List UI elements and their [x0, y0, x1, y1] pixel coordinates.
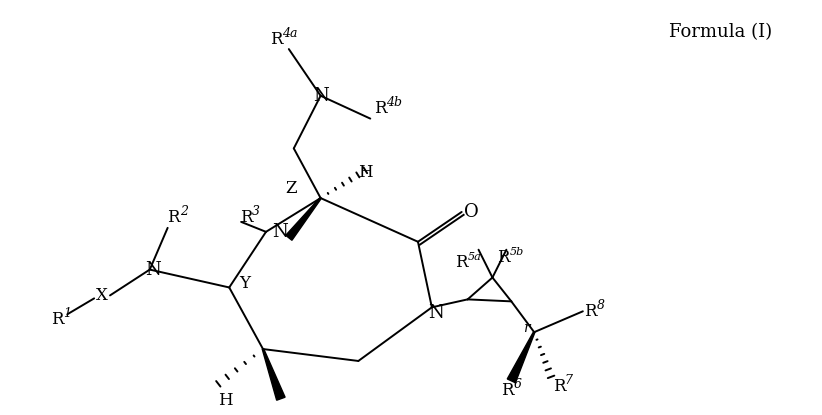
Text: 1: 1 [63, 307, 72, 320]
Text: 8: 8 [597, 299, 605, 312]
Text: Formula (I): Formula (I) [669, 23, 773, 41]
Text: R: R [168, 210, 180, 227]
Text: 5b: 5b [510, 247, 524, 257]
Text: R: R [51, 311, 63, 328]
Text: 7: 7 [565, 374, 573, 387]
Text: N: N [312, 87, 329, 105]
Text: X: X [96, 287, 108, 304]
Polygon shape [286, 198, 321, 240]
Text: R: R [552, 378, 566, 395]
Text: 5a: 5a [468, 251, 482, 262]
Text: N: N [428, 304, 444, 322]
Text: H: H [218, 392, 233, 409]
Text: R: R [455, 254, 468, 271]
Text: 4b: 4b [386, 96, 402, 109]
Text: Y: Y [240, 275, 251, 292]
Text: R: R [270, 31, 282, 48]
Text: R: R [584, 303, 597, 320]
Text: 2: 2 [179, 205, 187, 218]
Text: R: R [497, 249, 510, 266]
Text: N: N [272, 223, 288, 241]
Polygon shape [262, 349, 285, 400]
Polygon shape [507, 332, 535, 383]
Text: R: R [240, 210, 252, 227]
Text: 3: 3 [252, 205, 260, 218]
Text: O: O [464, 203, 479, 221]
Text: Z: Z [285, 180, 297, 197]
Text: H: H [358, 164, 372, 181]
Text: 4a: 4a [282, 27, 298, 40]
Text: R: R [374, 100, 386, 117]
Text: R: R [501, 382, 514, 399]
Text: N: N [145, 261, 160, 278]
Text: 6: 6 [513, 378, 521, 391]
Text: r: r [523, 321, 529, 335]
